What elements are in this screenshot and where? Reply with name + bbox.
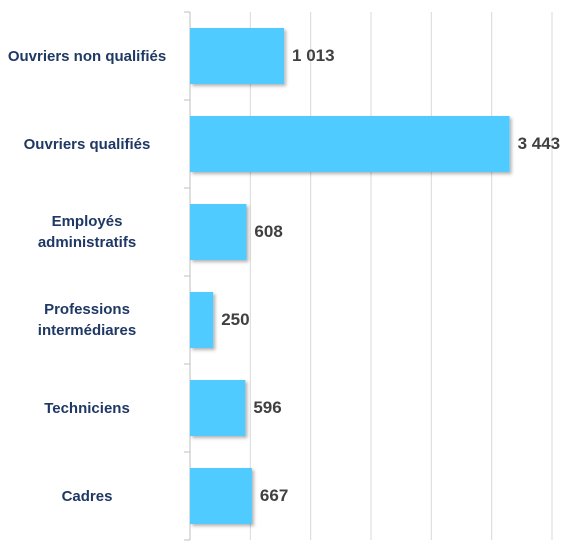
bar bbox=[190, 28, 285, 84]
value-label: 596 bbox=[253, 398, 282, 417]
value-label: 667 bbox=[259, 486, 289, 505]
y-tick-label: Employés administratifs bbox=[37, 213, 137, 251]
bar bbox=[190, 204, 247, 260]
y-tick-label: Techniciens bbox=[44, 399, 130, 417]
y-tick-label: Ouvriers qualifiés bbox=[23, 135, 151, 153]
y-tick-label: Professions intermédiares bbox=[37, 301, 137, 339]
bar bbox=[190, 380, 246, 436]
bar bbox=[190, 292, 214, 348]
bar bbox=[190, 468, 252, 524]
value-label: 1 013 bbox=[292, 46, 335, 65]
value-label: 3 443 bbox=[517, 134, 561, 153]
value-label: 608 bbox=[254, 222, 283, 241]
bar bbox=[190, 116, 510, 172]
y-tick-label: Ouvriers non qualifiés bbox=[7, 47, 167, 65]
value-label: 250 bbox=[221, 310, 250, 329]
y-tick-label: Cadres bbox=[61, 487, 113, 505]
